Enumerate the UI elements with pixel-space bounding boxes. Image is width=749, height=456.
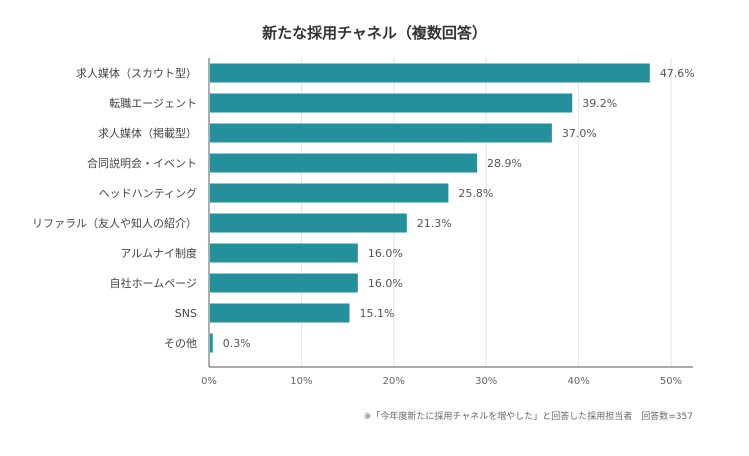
value-label: 39.2%: [582, 97, 617, 110]
chart-footnote: ※「今年度新たに採用チャネルを増やした」と回答した採用担当者 回答数=357: [363, 412, 693, 422]
value-label: 16.0%: [368, 277, 403, 290]
category-label: SNS: [175, 307, 197, 320]
bar: [210, 153, 478, 173]
bar: [210, 273, 358, 293]
value-label: 16.0%: [368, 247, 403, 260]
bar: [210, 183, 449, 203]
category-label: 自社ホームページ: [110, 276, 197, 290]
value-label: 15.1%: [360, 307, 395, 320]
value-label: 37.0%: [562, 127, 597, 140]
bar: [210, 303, 350, 323]
value-label: 21.3%: [417, 217, 452, 230]
bar: [210, 333, 213, 353]
category-label: ヘッドハンティング: [99, 186, 197, 200]
x-tick-label: 50%: [660, 376, 682, 387]
bar: [210, 63, 650, 83]
value-label: 25.8%: [458, 187, 493, 200]
x-tick-label: 30%: [475, 376, 497, 387]
x-tick-label: 40%: [567, 376, 589, 387]
category-label: 転職エージェント: [109, 97, 197, 110]
value-label: 47.6%: [660, 67, 695, 80]
x-tick-label: 0%: [201, 376, 217, 387]
category-label: 求人媒体（掲載型）: [98, 126, 197, 140]
x-tick-label: 10%: [290, 376, 312, 387]
value-label: 0.3%: [223, 337, 251, 350]
category-label: 求人媒体（スカウト型）: [76, 66, 197, 80]
category-label: アルムナイ制度: [120, 246, 197, 260]
category-label: その他: [164, 337, 197, 350]
category-label: リファラル（友人や知人の紹介）: [32, 216, 197, 230]
chart-title: 新たな採用チャネル（複数回答）: [262, 24, 487, 42]
bar: [210, 93, 573, 113]
bar: [210, 243, 358, 263]
bar: [210, 123, 552, 143]
category-label: 合同説明会・イベント: [87, 156, 197, 170]
x-tick-label: 20%: [383, 376, 405, 387]
value-label: 28.9%: [487, 157, 522, 170]
bar: [210, 213, 407, 233]
